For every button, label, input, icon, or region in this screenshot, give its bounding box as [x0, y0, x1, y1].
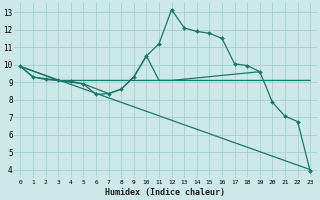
- X-axis label: Humidex (Indice chaleur): Humidex (Indice chaleur): [105, 188, 225, 197]
